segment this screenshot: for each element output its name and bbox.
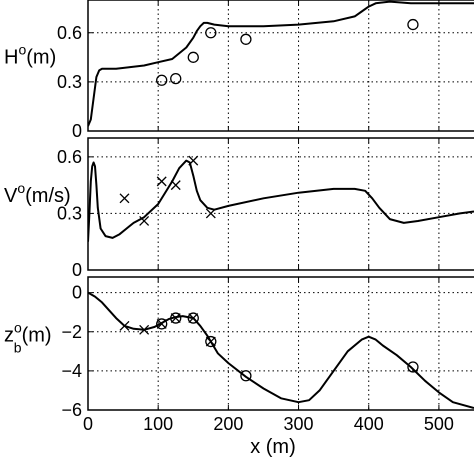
series-group (88, 0, 474, 127)
x-axis-label: x (m) (250, 436, 296, 458)
observation-x-marker (170, 313, 181, 324)
y-axis-label: Ho(m) (4, 42, 56, 69)
y-tick-label: 0.3 (57, 203, 82, 223)
y-tick-label: 0 (72, 260, 82, 280)
observation-x-marker (188, 155, 199, 166)
observation-circle-marker (205, 335, 217, 348)
model-line (88, 0, 474, 127)
observation-circle-marker (170, 72, 182, 85)
x-tick-label: 500 (424, 414, 454, 434)
x-tick-label: 100 (143, 414, 173, 434)
y-tick-label: −6 (61, 400, 82, 420)
y-tick-label: 0 (72, 121, 82, 141)
observation-x-marker (205, 336, 216, 347)
observation-circle-marker (407, 361, 419, 373)
y-tick-label: 0 (72, 283, 82, 303)
series-group (88, 155, 474, 242)
observation-circle-marker (240, 370, 252, 382)
y-axis-label: zo b(m) (4, 320, 52, 356)
observation-circle-marker (156, 74, 168, 86)
panel-velocity: 0 0.3 0.6 Vo(m/s) (4, 137, 474, 280)
observation-x-marker (119, 320, 130, 331)
x-tick-label: 200 (213, 414, 243, 434)
y-axis-label: Vo(m/s) (4, 180, 71, 207)
observation-x-marker (139, 324, 150, 335)
observation-circle-marker (187, 51, 199, 63)
observation-x-marker (170, 180, 181, 191)
y-tick-label: 0.6 (57, 23, 82, 43)
x-tick-label: 400 (354, 414, 384, 434)
observation-circle-marker (407, 18, 419, 31)
y-tick-label: 0.6 (57, 147, 82, 167)
observation-x-marker (205, 208, 216, 219)
axes-frame (87, 0, 474, 132)
observation-circle-marker (205, 27, 217, 39)
model-line (88, 291, 474, 409)
observation-x-marker (188, 313, 199, 324)
x-tick-label: 300 (284, 414, 314, 434)
y-tick-label: 0.3 (57, 72, 82, 92)
observation-x-marker (156, 318, 167, 329)
axes-frame (87, 276, 474, 411)
series-group (88, 291, 474, 409)
panel-height: 0 0.3 0.6Ho(m) (4, 0, 474, 141)
y-tick-label: −2 (61, 322, 82, 342)
axes-frame (87, 137, 474, 271)
observation-x-marker (156, 176, 167, 187)
x-tick-label: 0 (83, 414, 93, 434)
model-line (88, 159, 474, 242)
observation-circle-marker (187, 312, 199, 324)
observation-x-marker (139, 216, 150, 226)
observation-x-marker (119, 193, 130, 204)
observation-circle-marker (170, 312, 182, 324)
observation-circle-marker (156, 318, 168, 330)
observation-circle-marker (240, 33, 252, 45)
y-tick-label: −4 (61, 361, 82, 381)
